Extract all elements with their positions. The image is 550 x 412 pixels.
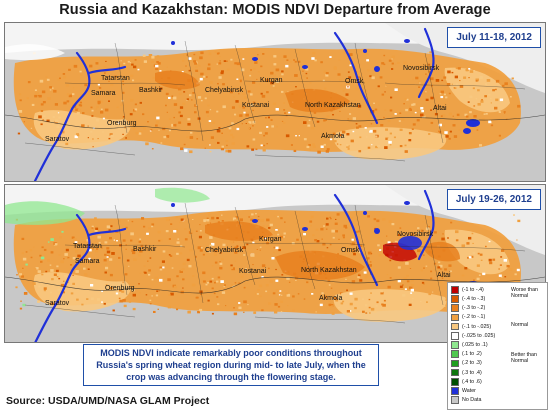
legend-label: (-.3 to -.2) bbox=[462, 305, 486, 312]
city-label-altai: Altai bbox=[437, 272, 451, 279]
city-label-tatarstan: Tatarstan bbox=[73, 243, 102, 250]
city-label-chelyabinsk: Chelyabinsk bbox=[205, 87, 244, 94]
ndvi-legend: (-1 to -.4) (-.4 to -.3) (-.3 to -.2) (-.2 … bbox=[447, 282, 548, 410]
city-label-novosibirsk: Novosibirsk bbox=[403, 65, 440, 72]
city-label-samara: Samara bbox=[75, 258, 100, 265]
legend-label: (-.4 to -.3) bbox=[462, 295, 486, 302]
legend-label: Water bbox=[462, 387, 476, 394]
legend-item: (.3 to .4) bbox=[451, 368, 482, 377]
legend-swatch bbox=[451, 286, 459, 294]
city-label-north-kazakhstan: North Kazakhstan bbox=[305, 102, 361, 109]
legend-swatch bbox=[451, 350, 459, 358]
legend-label: (.2 to .3) bbox=[462, 360, 482, 367]
legend-item: (-.2 to -.1) bbox=[451, 313, 486, 322]
city-label-bashkir: Bashkir bbox=[133, 246, 157, 253]
city-label-saratov: Saratov bbox=[45, 136, 70, 143]
legend-item: (-1 to -.4) bbox=[451, 286, 484, 294]
city-label-saratov: Saratov bbox=[45, 300, 70, 307]
city-label-kostanai: Kostanai bbox=[239, 268, 267, 275]
legend-item: (.025 to .1) bbox=[451, 341, 488, 349]
city-label-kurgan: Kurgan bbox=[260, 77, 283, 84]
legend-label: (-1 to -.4) bbox=[462, 286, 484, 293]
legend-label: (.025 to .1) bbox=[462, 341, 488, 348]
city-label-tatarstan: Tatarstan bbox=[101, 75, 130, 82]
city-label-akmola: Akmola bbox=[321, 133, 345, 140]
legend-label: (-.1 to -.025) bbox=[462, 323, 492, 330]
city-label-akmola: Akmola bbox=[319, 295, 343, 302]
summary-note: MODIS NDVI indicate remarkably poor cond… bbox=[83, 344, 379, 386]
legend-category-normal: Normal bbox=[511, 322, 529, 328]
city-label-orenburg: Orenburg bbox=[107, 120, 137, 127]
legend-swatch bbox=[451, 368, 459, 377]
legend-swatch bbox=[451, 322, 459, 331]
source-credit: Source: USDA/UMD/NASA GLAM Project bbox=[6, 395, 210, 407]
city-label-orenburg: Orenburg bbox=[105, 285, 135, 292]
legend-label: (-.025 to .025) bbox=[462, 332, 496, 339]
legend-swatch bbox=[451, 304, 459, 312]
legend-item: (-.3 to -.2) bbox=[451, 304, 485, 312]
ndvi-map-july-11-18: July 11-18, 2012 Tatarstan Samara Sarato… bbox=[4, 22, 546, 182]
legend-item: (.4 to .6) bbox=[451, 378, 482, 386]
legend-label: (-.2 to -.1) bbox=[462, 314, 486, 321]
date-range-label: July 11-18, 2012 bbox=[447, 27, 541, 48]
legend-swatch bbox=[451, 387, 459, 395]
city-label-samara: Samara bbox=[91, 90, 116, 97]
city-label-bashkir: Bashkir bbox=[139, 87, 163, 94]
city-label-kostanai: Kostanai bbox=[242, 102, 270, 109]
legend-item: (-.025 to .025) bbox=[451, 332, 495, 340]
date-range-label: July 19-26, 2012 bbox=[446, 189, 541, 210]
legend-item: (.1 to .2) bbox=[451, 350, 482, 358]
legend-item: No Data bbox=[451, 396, 481, 404]
city-label-kurgan: Kurgan bbox=[259, 236, 282, 243]
city-label-omsk: Omsk bbox=[341, 247, 360, 254]
legend-label: (.1 to .2) bbox=[462, 351, 482, 358]
legend-item: Water bbox=[451, 387, 476, 395]
city-label-chelyabinsk: Chelyabinsk bbox=[205, 247, 244, 254]
page-title: Russia and Kazakhstan: MODIS NDVI Depart… bbox=[59, 2, 491, 18]
legend-swatch bbox=[451, 359, 459, 368]
legend-category-worse: Worse than Normal bbox=[511, 287, 538, 299]
legend-category-better: Better than Normal bbox=[511, 352, 537, 364]
legend-item: (-.4 to -.3) bbox=[451, 295, 485, 303]
city-label-omsk: Omsk bbox=[345, 78, 364, 85]
city-label-altai: Altai bbox=[433, 105, 447, 112]
ndvi-map-graphic bbox=[5, 185, 545, 342]
legend-swatch bbox=[451, 396, 459, 404]
legend-item: (-.1 to -.025) bbox=[451, 322, 492, 331]
legend-label: (.3 to .4) bbox=[462, 369, 482, 376]
legend-label: No Data bbox=[462, 397, 482, 404]
legend-swatch bbox=[451, 378, 459, 386]
legend-swatch bbox=[451, 313, 459, 322]
legend-swatch bbox=[451, 332, 459, 340]
legend-swatch bbox=[451, 341, 459, 349]
legend-label: (.4 to .6) bbox=[462, 378, 482, 385]
ndvi-map-july-19-26: July 19-26, 2012 Tatarstan Samara Sarato… bbox=[4, 184, 546, 343]
legend-swatch bbox=[451, 295, 459, 303]
city-label-north-kazakhstan: North Kazakhstan bbox=[301, 267, 357, 274]
city-label-novosibirsk: Novosibirsk bbox=[397, 231, 434, 238]
legend-item: (.2 to .3) bbox=[451, 359, 482, 368]
